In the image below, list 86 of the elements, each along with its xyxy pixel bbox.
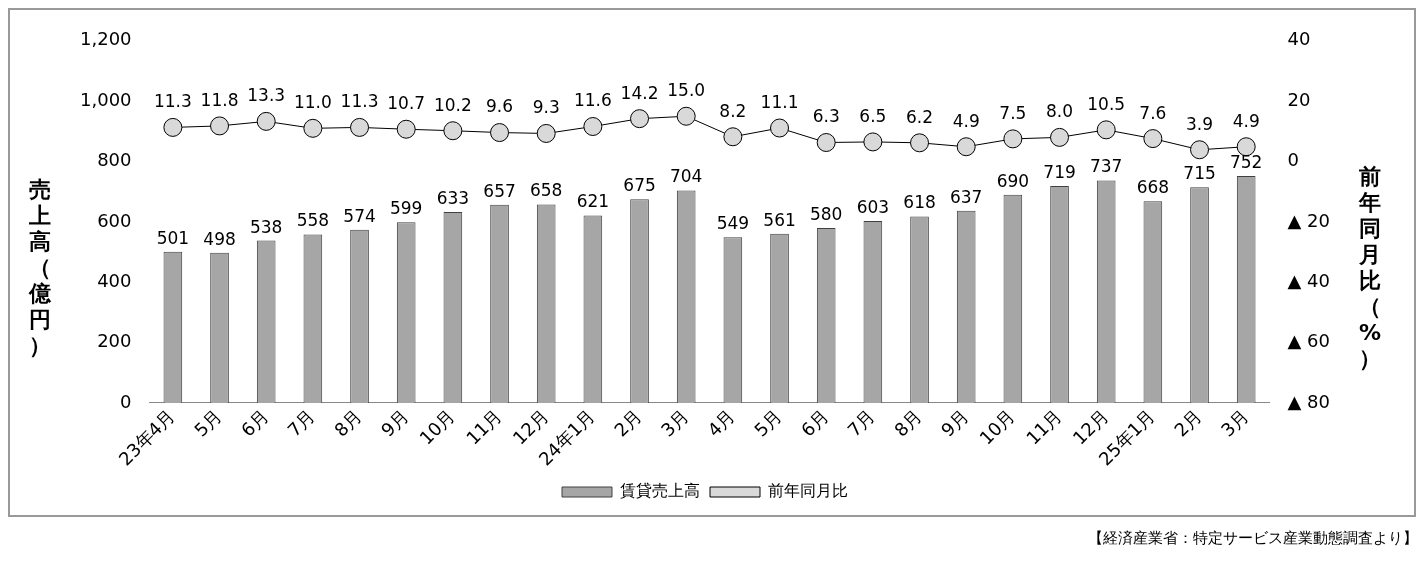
data-label: 11.6: [573, 90, 612, 111]
data-label: 752: [1229, 151, 1263, 172]
data-label: 4.9: [1232, 110, 1260, 131]
text: 【経済産業省：特定サービス産業動態調査より】: [1087, 529, 1418, 548]
data-label: 580: [809, 203, 843, 224]
data-label: 9.3: [532, 97, 560, 118]
data-label: 498: [203, 228, 236, 249]
data-label: 3.9: [1186, 113, 1214, 134]
data-label: 574: [343, 205, 376, 226]
data-label: 15.0: [667, 80, 706, 101]
x-tick-label: 9月: [936, 404, 973, 441]
data-label: 558: [296, 210, 330, 231]
y-tick-label: 400: [97, 269, 132, 291]
data-label: 8.2: [719, 100, 747, 121]
x-tick-label: 10月: [975, 404, 1019, 449]
data-label: 9.6: [486, 96, 514, 117]
x-tick-label: 5月: [189, 404, 226, 441]
x-tick-label: 7月: [283, 404, 319, 441]
data-label: 7.5: [999, 102, 1027, 123]
x-tick-label: 11月: [1021, 404, 1066, 449]
data-label: 599: [389, 198, 423, 219]
data-label: 10.5: [1087, 93, 1126, 114]
data-label: 719: [1043, 161, 1076, 182]
y-tick-label: 200: [97, 330, 132, 352]
data-label: 675: [623, 175, 656, 196]
x-tick-label: 5月: [749, 404, 786, 441]
x-tick-label: 9月: [376, 404, 413, 441]
data-label: 11.3: [153, 91, 192, 112]
legend-label: 前年同月比: [768, 481, 848, 501]
y2-tick-label: ▲ 80: [1287, 390, 1330, 412]
data-label: 668: [1136, 177, 1170, 198]
legend-label: 賃貸売上高: [620, 481, 700, 501]
y2-tick-label: ▲ 40: [1287, 269, 1330, 291]
y-tick-label: 1,200: [80, 28, 132, 50]
data-label: 657: [483, 180, 516, 201]
y2-tick-label: 0: [1287, 149, 1299, 171]
y-tick-label: 1,000: [80, 88, 132, 110]
y2-tick-label: 20: [1287, 88, 1311, 110]
data-label: 6.5: [859, 105, 887, 126]
data-label: 603: [856, 196, 890, 217]
y2-tick-label: ▲ 20: [1287, 209, 1330, 231]
data-label: 633: [436, 187, 470, 208]
data-label: 621: [576, 191, 610, 212]
y-tick-label: 800: [97, 149, 132, 171]
data-label: 11.0: [293, 92, 332, 113]
x-tick-label: 3月: [1216, 404, 1253, 441]
data-label: 8.0: [1046, 101, 1074, 122]
data-label: 10.7: [387, 93, 426, 114]
data-label: 14.2: [620, 82, 659, 103]
data-label: 658: [529, 180, 563, 201]
x-tick-label: 10月: [415, 404, 459, 449]
data-label: 13.3: [247, 85, 286, 106]
data-label: 715: [1183, 163, 1216, 184]
data-label: 11.1: [760, 91, 799, 112]
data-label: 690: [996, 170, 1030, 191]
y2-axis-title: 前年同月比（%）: [1357, 163, 1382, 372]
data-label: 10.2: [433, 94, 472, 115]
y2-tick-label: 40: [1287, 28, 1311, 50]
x-tick-label: 6月: [236, 404, 273, 441]
data-label: 538: [249, 216, 283, 237]
y-tick-label: 0: [120, 390, 132, 412]
x-tick-label: 8月: [329, 404, 366, 441]
data-label: 737: [1089, 156, 1123, 177]
data-label: 549: [716, 213, 750, 234]
data-label: 11.3: [340, 91, 379, 112]
data-label: 4.9: [952, 110, 980, 131]
data-label: 561: [763, 209, 796, 230]
data-label: 7.6: [1139, 102, 1167, 123]
data-label: 501: [156, 227, 190, 248]
y-tick-label: 600: [97, 209, 132, 231]
y2-tick-label: ▲ 60: [1287, 330, 1330, 352]
data-label: 704: [669, 166, 703, 187]
data-label: 6.3: [812, 106, 840, 127]
data-label: 618: [903, 192, 936, 213]
data-label: 11.8: [200, 89, 239, 110]
x-tick-label: 2月: [609, 404, 646, 441]
x-tick-label: 3月: [656, 404, 693, 441]
x-tick-label: 7月: [843, 404, 879, 441]
x-tick-label: 11月: [461, 404, 506, 449]
x-tick-label: 2月: [1169, 404, 1206, 441]
y-axis-title: 売上高（億円）: [27, 176, 52, 359]
x-tick-label: 4月: [703, 404, 739, 441]
data-label: 6.2: [906, 106, 934, 127]
x-tick-label: 8月: [889, 404, 926, 441]
x-tick-label: 6月: [796, 404, 833, 441]
data-label: 637: [949, 186, 983, 207]
